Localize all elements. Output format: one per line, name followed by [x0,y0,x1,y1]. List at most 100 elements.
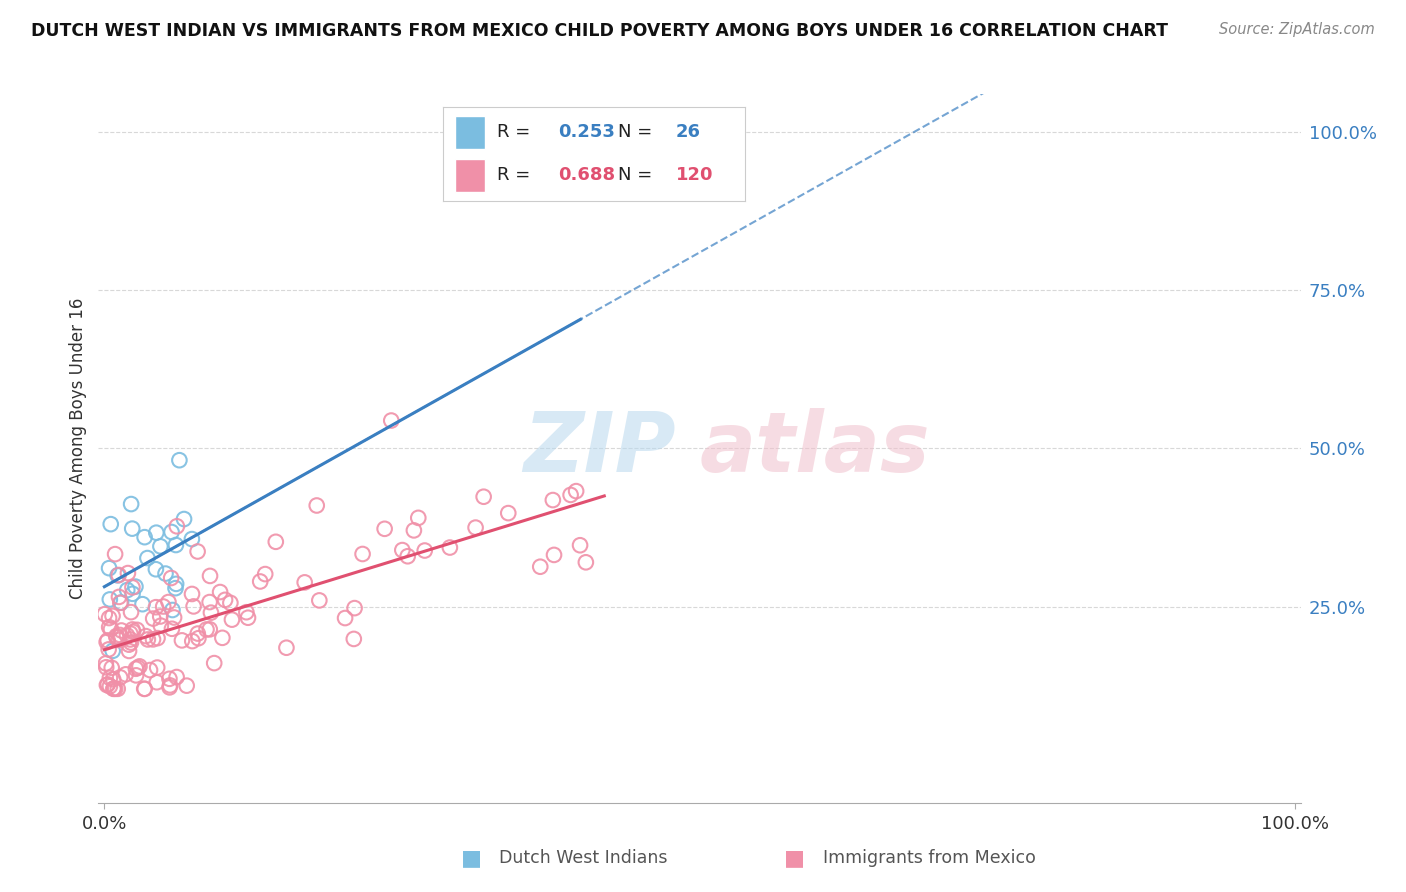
Point [149,618,172,632]
Point [541,493,564,508]
Point [166,519,188,533]
Point [146,660,169,674]
Text: R =: R = [498,167,536,185]
Point [100,661,122,675]
Point [159,681,181,695]
Text: ■: ■ [785,848,804,868]
Point [498,506,520,520]
Point [160,524,183,539]
Point [107,681,129,696]
Point [146,675,169,690]
Point [105,631,128,645]
Point [202,656,225,670]
Point [139,663,162,677]
Text: DUTCH WEST INDIAN VS IMMIGRANTS FROM MEXICO CHILD POVERTY AMONG BOYS UNDER 16 CO: DUTCH WEST INDIAN VS IMMIGRANTS FROM MEX… [31,22,1168,40]
Point [98,679,121,693]
Point [131,597,153,611]
FancyBboxPatch shape [456,116,485,149]
Point [134,530,156,544]
Point [211,631,233,645]
Point [135,629,157,643]
Point [98,671,121,685]
Point [152,599,174,614]
Point [121,522,143,536]
Point [110,596,132,610]
Point [120,497,142,511]
Point [101,644,124,658]
Point [305,499,328,513]
FancyBboxPatch shape [456,159,485,192]
Point [236,611,259,625]
Text: R =: R = [498,123,536,141]
Point [117,566,139,580]
Point [98,592,121,607]
Point [529,559,551,574]
Point [565,484,588,499]
Point [214,592,236,607]
Point [142,611,165,625]
Point [149,539,172,553]
Point [413,543,436,558]
Point [105,629,128,643]
Point [352,547,374,561]
Point [187,544,209,558]
Point [472,490,495,504]
Point [209,585,232,599]
Point [464,520,486,534]
Point [134,681,156,696]
Text: 26: 26 [676,123,700,141]
Point [98,620,121,634]
Point [149,609,172,624]
Point [97,633,120,648]
Point [136,632,159,647]
Point [198,595,221,609]
Point [380,413,402,427]
Point [159,678,181,692]
Point [343,632,366,646]
Point [121,581,143,595]
Point [195,623,218,637]
Text: 120: 120 [676,167,713,185]
Point [249,574,271,589]
Point [146,631,169,645]
Text: ■: ■ [461,848,481,868]
Point [198,569,221,583]
Point [276,640,298,655]
Point [165,577,187,591]
Point [575,555,598,569]
Point [115,628,138,642]
Point [127,661,149,675]
Text: Immigrants from Mexico: Immigrants from Mexico [823,849,1035,867]
Point [264,534,287,549]
Point [181,587,204,601]
Point [125,662,148,676]
Point [108,628,131,642]
Point [219,596,242,610]
Point [187,631,209,645]
Point [159,672,181,686]
Point [120,605,142,619]
Point [107,568,129,582]
Point [169,453,191,467]
Point [163,610,186,624]
Point [96,660,118,674]
Point [94,607,117,621]
Point [166,670,188,684]
Point [160,571,183,585]
Point [117,583,139,598]
Point [235,605,257,619]
Point [122,624,145,639]
Point [333,611,356,625]
Point [136,551,159,566]
Point [294,575,316,590]
Point [155,566,177,581]
Point [98,611,121,625]
Point [187,626,209,640]
Point [221,613,243,627]
Point [108,590,131,604]
Point [118,644,141,658]
Text: Dutch West Indians: Dutch West Indians [499,849,668,867]
Text: ZIP: ZIP [523,408,675,489]
Point [145,562,167,576]
Point [560,488,582,502]
